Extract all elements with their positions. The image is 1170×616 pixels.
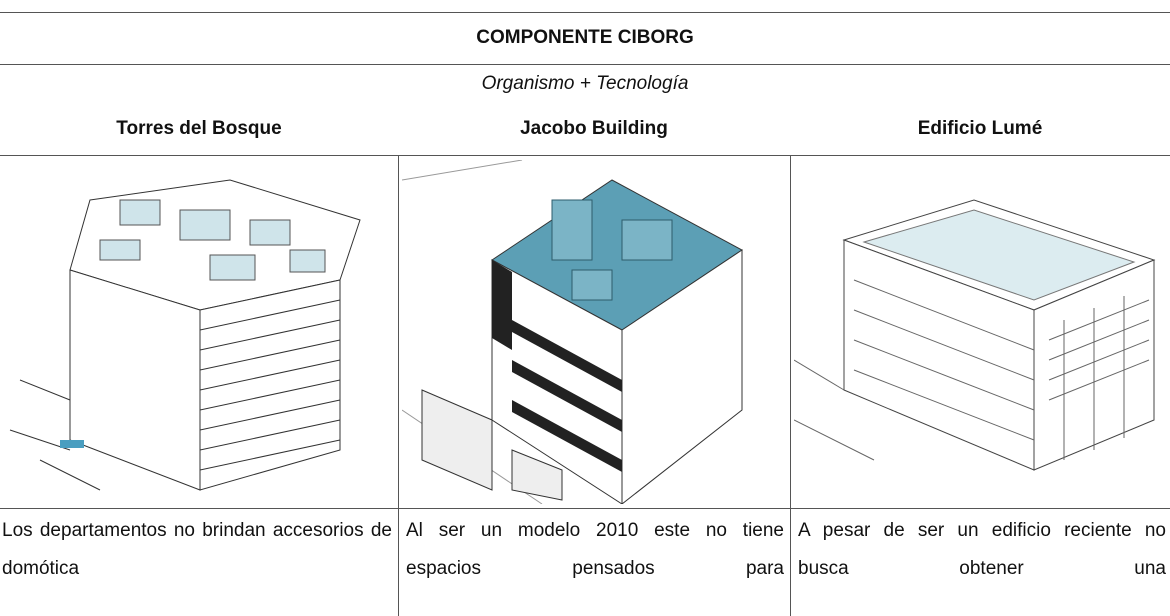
rule: [398, 155, 399, 616]
description: Los departamentos no brindan accesorios …: [2, 520, 392, 579]
rule: [0, 508, 1170, 509]
building-drawing: [794, 199, 1156, 471]
rule: [790, 155, 791, 616]
rule: [0, 64, 1170, 65]
table-title: COMPONENTE CIBORG: [476, 27, 694, 48]
building-drawing: [402, 160, 743, 504]
description: A pesar de ser un edificio reciente no b…: [798, 520, 1166, 579]
building-drawing: [9, 179, 361, 491]
column-header: Edificio Lumé: [917, 118, 1043, 139]
description: Al ser un modelo 2010 este no tiene espa…: [406, 520, 784, 579]
table-subtitle: Organismo + Tecnología: [481, 73, 689, 94]
rule: [0, 155, 1170, 156]
rule: [0, 12, 1170, 13]
column-header: Jacobo Building: [520, 118, 668, 139]
column-header: Torres del Bosque: [116, 118, 282, 139]
